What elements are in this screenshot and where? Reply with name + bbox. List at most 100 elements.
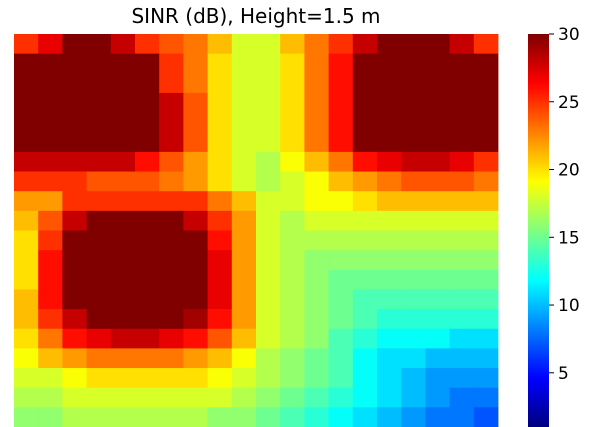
heatmap-cell [110, 250, 136, 271]
colorbar-tick-label: 15 [558, 228, 580, 248]
heatmap-cell [183, 269, 208, 290]
heatmap-cell [135, 328, 160, 349]
heatmap-cell [110, 53, 136, 74]
heatmap-cell [401, 368, 426, 389]
heatmap-cell [449, 250, 475, 271]
heatmap-cell [62, 407, 87, 427]
heatmap-cell [401, 387, 426, 408]
heatmap-cell [183, 34, 208, 55]
heatmap-cell [207, 34, 233, 55]
heatmap-cell [62, 210, 87, 231]
colorbar [528, 34, 549, 427]
heatmap-cell [207, 53, 233, 74]
heatmap-cell [280, 191, 305, 212]
heatmap-cell [449, 132, 475, 153]
heatmap-cell [328, 92, 354, 113]
heatmap-cell [231, 53, 257, 74]
heatmap-cell [62, 34, 87, 55]
heatmap-cell [377, 368, 402, 389]
heatmap-cell [38, 368, 63, 389]
heatmap-cell [110, 34, 136, 55]
heatmap-cell [14, 73, 39, 94]
heatmap-cell [62, 328, 87, 349]
heatmap-cell [159, 171, 184, 192]
heatmap-cell [159, 210, 184, 231]
heatmap-cell [352, 73, 378, 94]
heatmap-cell [38, 348, 63, 369]
heatmap-cell [38, 92, 63, 113]
heatmap-cell [328, 151, 354, 172]
heatmap-cell [328, 269, 354, 290]
heatmap-cell [38, 171, 63, 192]
heatmap-cell [473, 328, 499, 349]
heatmap-cell [207, 230, 233, 251]
heatmap-cell [38, 34, 63, 55]
heatmap-cell [110, 269, 136, 290]
heatmap-cell [86, 250, 112, 271]
heatmap-cell [401, 132, 426, 153]
heatmap-cell [231, 151, 257, 172]
heatmap-cell [86, 368, 112, 389]
heatmap-cell [135, 269, 160, 290]
heatmap-cell [14, 289, 39, 310]
heatmap-cell [328, 73, 354, 94]
heatmap-cell [377, 269, 402, 290]
heatmap-cell [159, 289, 184, 310]
heatmap-cell [280, 112, 305, 133]
heatmap-cell [401, 92, 426, 113]
colorbar-tick-label: 30 [558, 25, 580, 45]
heatmap-cell [304, 53, 329, 74]
heatmap-cell [352, 151, 378, 172]
heatmap-cell [110, 230, 136, 251]
heatmap-cell [425, 230, 450, 251]
heatmap-cell [159, 34, 184, 55]
heatmap-cell [207, 250, 233, 271]
heatmap-cell [231, 328, 257, 349]
heatmap-cell [401, 250, 426, 271]
heatmap-cell [425, 171, 450, 192]
heatmap-cell [401, 348, 426, 369]
heatmap-cell [401, 269, 426, 290]
heatmap-cell [110, 151, 136, 172]
heatmap-cell [425, 151, 450, 172]
heatmap-cell [377, 132, 402, 153]
heatmap-cell [256, 309, 281, 330]
heatmap-cell [86, 387, 112, 408]
heatmap-cell [304, 151, 329, 172]
heatmap-cell [110, 73, 136, 94]
heatmap-cell [280, 73, 305, 94]
heatmap-cell [449, 230, 475, 251]
heatmap-cell [110, 171, 136, 192]
heatmap-cell [14, 112, 39, 133]
heatmap-cell [231, 289, 257, 310]
heatmap-cell [110, 328, 136, 349]
heatmap-cell [280, 328, 305, 349]
heatmap-cell [256, 407, 281, 427]
heatmap-cell [38, 53, 63, 74]
heatmap-cell [231, 92, 257, 113]
heatmap-cell [62, 73, 87, 94]
heatmap-cell [473, 387, 499, 408]
heatmap-cell [256, 328, 281, 349]
heatmap-cell [62, 132, 87, 153]
heatmap-cell [449, 92, 475, 113]
heatmap-cell [159, 73, 184, 94]
heatmap-cell [231, 387, 257, 408]
heatmap-cell [425, 73, 450, 94]
colorbar-tick-label: 20 [558, 161, 580, 181]
heatmap-cell [328, 53, 354, 74]
heatmap-cell [280, 368, 305, 389]
heatmap-cell [256, 289, 281, 310]
heatmap-cell [38, 407, 63, 427]
heatmap-cell [449, 407, 475, 427]
heatmap-cell [473, 230, 499, 251]
heatmap-cell [377, 387, 402, 408]
heatmap-cell [38, 210, 63, 231]
heatmap-cell [38, 309, 63, 330]
heatmap-cell [62, 387, 87, 408]
heatmap-cell [449, 210, 475, 231]
heatmap-cell [425, 269, 450, 290]
heatmap-cell [473, 92, 499, 113]
heatmap-cell [62, 171, 87, 192]
